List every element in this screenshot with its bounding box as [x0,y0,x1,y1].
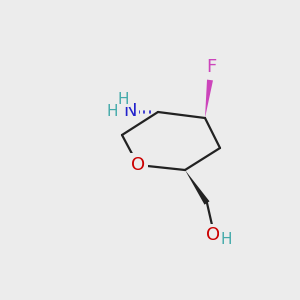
Text: O: O [131,156,145,174]
Text: H: H [220,232,232,247]
Text: F: F [206,58,216,76]
Text: N: N [123,102,137,120]
Text: O: O [206,226,220,244]
Text: H: H [117,92,129,106]
Polygon shape [205,80,213,118]
Text: H: H [106,103,118,118]
Polygon shape [185,170,209,205]
